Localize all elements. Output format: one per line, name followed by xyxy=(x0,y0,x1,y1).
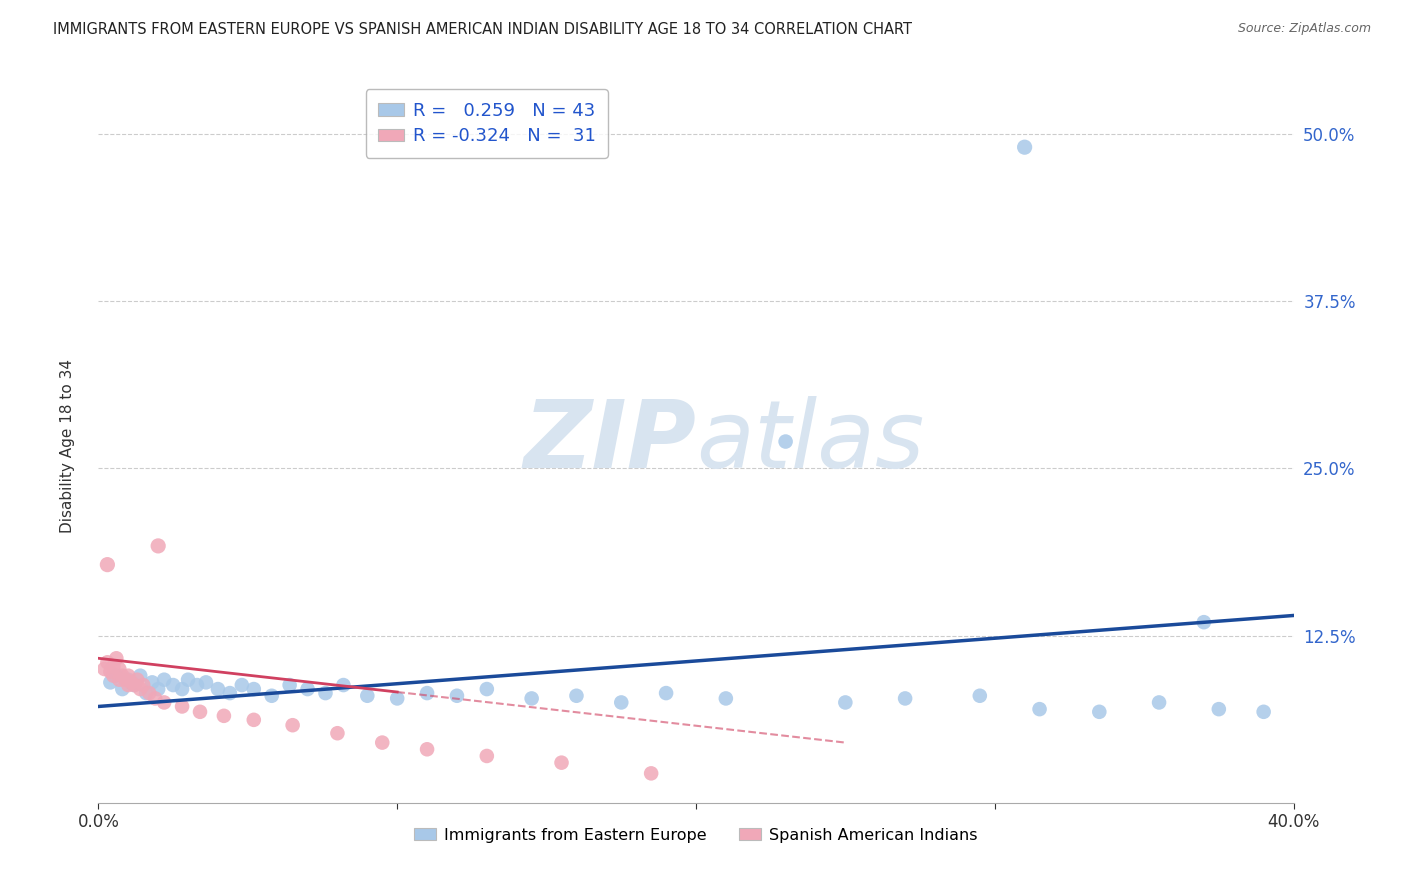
Point xyxy=(655,686,678,700)
Point xyxy=(153,696,176,710)
Point xyxy=(520,691,543,706)
Point xyxy=(475,749,498,764)
Point xyxy=(714,691,737,706)
Text: ZIP: ZIP xyxy=(523,395,696,488)
Point xyxy=(243,713,266,727)
Point xyxy=(260,689,283,703)
Point xyxy=(969,689,991,703)
Point xyxy=(138,686,160,700)
Point xyxy=(640,766,662,780)
Point xyxy=(148,681,170,696)
Point xyxy=(172,681,194,696)
Point xyxy=(98,675,122,690)
Point xyxy=(148,539,170,553)
Point xyxy=(96,558,118,572)
Point xyxy=(332,678,354,692)
Point xyxy=(212,708,235,723)
Point xyxy=(610,696,633,710)
Point xyxy=(1014,140,1036,154)
Point xyxy=(278,678,301,692)
Point xyxy=(132,678,155,692)
Point xyxy=(124,678,146,692)
Point xyxy=(143,691,166,706)
Point xyxy=(219,686,242,700)
Point xyxy=(108,662,131,676)
Point xyxy=(186,678,208,692)
Point xyxy=(177,673,200,687)
Point xyxy=(371,735,394,749)
Point xyxy=(127,673,149,687)
Point xyxy=(108,673,131,687)
Point xyxy=(96,655,118,669)
Point xyxy=(315,686,337,700)
Point xyxy=(120,675,142,690)
Point xyxy=(475,681,498,696)
Point xyxy=(162,678,184,692)
Text: Disability Age 18 to 34: Disability Age 18 to 34 xyxy=(60,359,75,533)
Point xyxy=(326,726,349,740)
Point xyxy=(446,689,468,703)
Point xyxy=(775,434,797,449)
Point xyxy=(565,689,588,703)
Point xyxy=(105,669,128,683)
Point xyxy=(385,691,409,706)
Text: atlas: atlas xyxy=(696,396,924,487)
Point xyxy=(93,662,115,676)
Point xyxy=(243,681,266,696)
Point xyxy=(1147,696,1170,710)
Point xyxy=(281,718,304,732)
Point xyxy=(834,696,856,710)
Point xyxy=(894,691,917,706)
Point xyxy=(141,675,163,690)
Text: Source: ZipAtlas.com: Source: ZipAtlas.com xyxy=(1237,22,1371,36)
Point xyxy=(129,681,152,696)
Text: IMMIGRANTS FROM EASTERN EUROPE VS SPANISH AMERICAN INDIAN DISABILITY AGE 18 TO 3: IMMIGRANTS FROM EASTERN EUROPE VS SPANIS… xyxy=(53,22,912,37)
Point xyxy=(1028,702,1050,716)
Point xyxy=(117,673,139,687)
Point xyxy=(117,678,139,692)
Point xyxy=(135,686,157,700)
Point xyxy=(297,681,319,696)
Point xyxy=(207,681,229,696)
Point xyxy=(111,669,134,683)
Point xyxy=(1088,705,1111,719)
Point xyxy=(103,659,125,673)
Legend: Immigrants from Eastern Europe, Spanish American Indians: Immigrants from Eastern Europe, Spanish … xyxy=(408,822,984,849)
Point xyxy=(1192,615,1215,630)
Point xyxy=(103,669,125,683)
Point xyxy=(117,669,139,683)
Point xyxy=(124,678,146,692)
Point xyxy=(550,756,572,770)
Point xyxy=(172,699,194,714)
Point xyxy=(1253,705,1275,719)
Point xyxy=(188,705,211,719)
Point xyxy=(111,681,134,696)
Point xyxy=(195,675,218,690)
Point xyxy=(114,673,136,687)
Point xyxy=(98,665,122,679)
Point xyxy=(105,651,128,665)
Point xyxy=(356,689,378,703)
Point xyxy=(153,673,176,687)
Point xyxy=(416,686,439,700)
Point xyxy=(1208,702,1230,716)
Point xyxy=(416,742,439,756)
Point xyxy=(231,678,253,692)
Point xyxy=(129,669,152,683)
